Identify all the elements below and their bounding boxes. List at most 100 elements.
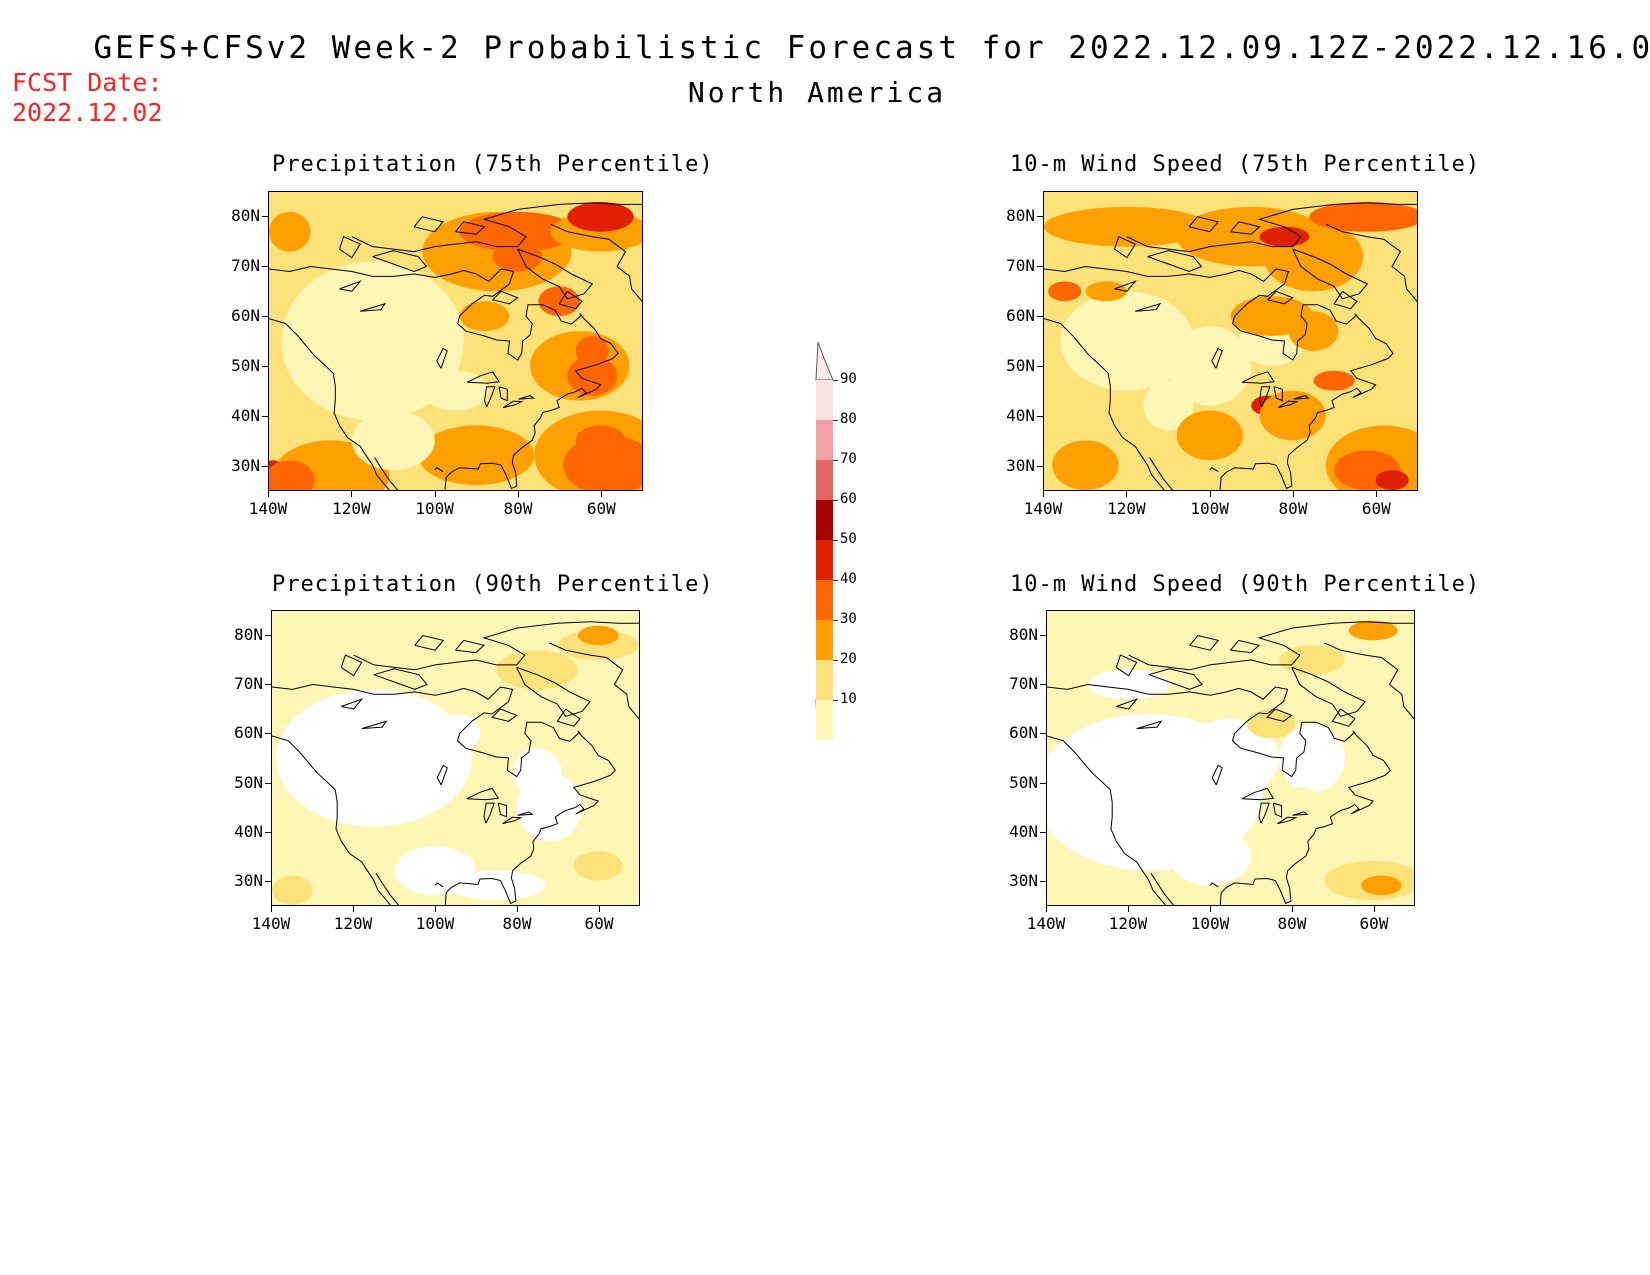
lat-tick-label: 30N [231,456,260,475]
coastline [1219,313,1394,490]
lat-tick-mark [262,216,268,217]
lat-tick-label: 40N [1006,406,1035,425]
lat-tick-mark [1040,733,1046,735]
colorbar-tick [833,700,838,701]
coastline [1365,621,1414,624]
lon-tick-label: 100W [1190,499,1229,518]
colorbar-label: 40 [840,571,857,587]
lat-tick-label: 40N [231,406,260,425]
lon-tick-mark [1043,491,1044,497]
probability-region [1181,718,1280,798]
coastline [1135,302,1162,312]
colorbar-tick [833,540,838,541]
probability-region [1176,410,1243,461]
coastline [1044,265,1358,361]
coastline [466,371,500,384]
coastline [1148,668,1203,690]
probability-region [567,201,634,232]
lat-tick-label: 70N [231,256,260,275]
coastline [1258,802,1270,824]
colorbar-swatch [816,460,833,500]
coastline [1188,216,1220,233]
lat-tick-label: 60N [1009,723,1038,743]
lon-tick-mark [1128,906,1129,912]
lat-tick-mark [262,416,268,417]
lon-tick-label: 100W [1190,914,1230,933]
lon-tick-mark [351,491,353,497]
probability-region [1044,206,1210,247]
lon-tick-mark [271,906,272,912]
colorbar-label: 10 [840,691,857,707]
coastline [434,467,444,473]
colorbar-tick [833,380,838,381]
coastline [1115,654,1138,677]
probability-region [1259,226,1310,247]
panel-title: Precipitation (75th Percentile) [272,152,714,177]
probability-region [276,689,472,827]
colorbar-label: 90 [840,371,857,387]
coastline [1266,290,1294,305]
colorbar-label: 70 [840,451,857,467]
lon-tick-mark [1210,906,1211,912]
colorbar-swatch [816,380,833,420]
coastline [1211,764,1223,786]
lat-tick-mark [1040,881,1046,883]
probability-region [1246,709,1296,739]
coastline [1333,290,1358,310]
probability-region [269,211,311,252]
coastline [1266,708,1293,722]
coastline [1241,787,1275,801]
probability-region [281,261,464,421]
coastline [558,290,583,310]
coastline [466,787,500,801]
lat-tick-label: 60N [1006,306,1035,325]
probability-region [577,625,619,646]
coastline [1126,202,1368,253]
forecast-date-block: FCST Date: 2022.12.02 [12,68,163,128]
probability-region [1279,723,1345,793]
lat-tick-label: 60N [234,723,263,743]
colorbar-swatch [816,700,833,740]
probability-region [1279,645,1345,675]
coastline [502,816,523,825]
lon-tick-label: 120W [1107,499,1146,518]
lon-tick-mark [518,491,519,497]
lon-tick-label: 80W [1277,914,1307,933]
probability-region [1087,669,1170,700]
coastline [272,735,391,905]
lon-tick-label: 140W [251,914,291,933]
lat-tick-label: 80N [1009,624,1038,644]
coastline [497,802,507,818]
probability-region [1169,826,1251,886]
coastline [1116,698,1139,710]
coastline [375,872,400,905]
coastline [1209,467,1219,473]
coastline [1241,371,1275,384]
panel-title: Precipitation (90th Percentile) [272,572,714,597]
coastline [341,698,364,710]
coastline [549,642,639,720]
coastline [491,290,519,305]
lon-tick-label: 80W [502,914,532,933]
panel-title: 10-m Wind Speed (75th Percentile) [1010,152,1481,177]
probability-region [573,851,623,881]
lat-tick-mark [1037,466,1043,467]
lat-tick-label: 30N [234,871,263,891]
coastline [339,280,362,292]
lat-tick-label: 80N [231,206,260,225]
colorbar-label: 30 [840,611,857,627]
lat-tick-mark [262,316,268,317]
lon-tick-mark [353,906,354,912]
coastline [1147,250,1203,273]
lon-tick-mark [435,906,436,912]
coastline [351,202,593,253]
lon-tick-label: 80W [503,499,533,518]
lon-tick-mark [434,491,436,497]
probability-region [351,410,435,471]
probability-region [575,336,609,366]
coastline [339,236,361,259]
colorbar-swatch [816,620,833,660]
coastline [1325,223,1417,303]
map-canvas [272,611,639,905]
colorbar-swatch [816,420,833,460]
